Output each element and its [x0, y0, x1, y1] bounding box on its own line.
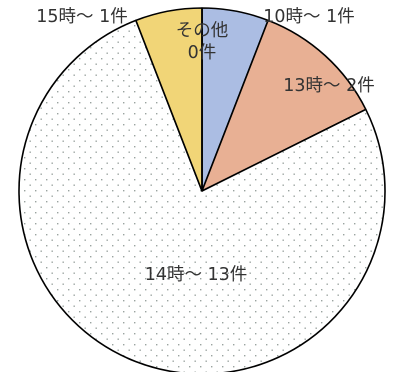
pie-labels: その他 0件 10時～ 1件 13時～ 2件 14時～ 13件 15時～ 1件 [36, 7, 374, 285]
slice-label-line: 14時～ 13件 [145, 265, 248, 285]
slice-label-line: 0件 [188, 43, 217, 63]
slice-label-line: 15時～ 1件 [36, 7, 127, 27]
slice-label-line: その他 [176, 21, 229, 41]
slice-label: 10時～ 1件 [263, 7, 354, 27]
slice-label-line: 13時～ 2件 [283, 76, 374, 96]
slice-label-line: 10時～ 1件 [263, 7, 354, 27]
slice-label: 13時～ 2件 [283, 76, 374, 96]
slice-label: その他 0件 [176, 21, 229, 63]
pie-slice [201, 19, 367, 192]
pie-slices [18, 7, 386, 372]
slice-label: 15時～ 1件 [36, 7, 127, 27]
slice-label: 14時～ 13件 [145, 265, 248, 285]
pie-slice [18, 19, 386, 372]
